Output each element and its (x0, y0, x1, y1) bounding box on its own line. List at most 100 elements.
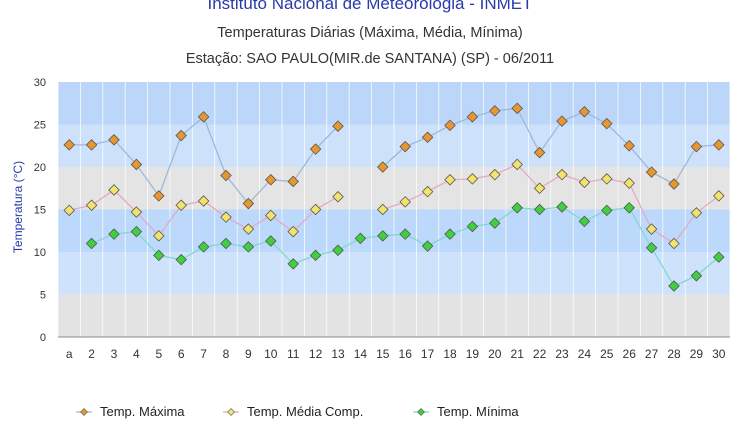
x-tick-label: 2 (88, 347, 95, 361)
data-point (668, 237, 680, 250)
data-point (444, 119, 456, 132)
data-point (153, 249, 165, 262)
data-point (645, 241, 658, 254)
data-point (466, 111, 479, 123)
x-tick-label: 11 (287, 347, 300, 361)
y-tick-label: 30 (34, 77, 46, 89)
data-point (287, 258, 299, 270)
data-point (197, 195, 210, 207)
data-point (489, 168, 501, 181)
x-tick-label: 13 (331, 347, 345, 361)
data-point (713, 139, 725, 151)
data-point (130, 206, 143, 218)
chart-legend: Temp. Máxima Temp. Média Comp. Temp. Mínim… (0, 404, 740, 422)
data-point (578, 176, 591, 189)
data-point (489, 105, 501, 117)
y-axis-label: Temperatura (°C) (11, 161, 25, 253)
data-point (287, 225, 299, 238)
data-point (489, 217, 501, 229)
data-point (690, 140, 703, 153)
data-point (130, 225, 143, 238)
data-point (242, 223, 255, 235)
data-point (85, 237, 98, 250)
data-point (556, 115, 568, 127)
data-point (645, 223, 658, 235)
data-point (421, 185, 434, 198)
data-point (533, 146, 546, 159)
data-point (309, 203, 322, 216)
legend-label: Temp. Máxima (100, 404, 185, 419)
x-tick-label: 12 (309, 347, 323, 361)
data-point (511, 202, 523, 214)
x-tick-label: 6 (178, 347, 185, 361)
x-tick-label: 8 (223, 347, 230, 361)
data-point (220, 169, 232, 182)
data-point (623, 139, 635, 152)
data-point (332, 244, 344, 257)
x-tick-label: 20 (488, 347, 502, 361)
legend-marker-icon (223, 407, 239, 416)
data-point (287, 175, 299, 188)
y-tick-label: 20 (34, 162, 46, 174)
data-point (511, 158, 523, 171)
data-point (63, 139, 75, 151)
legend-marker-icon (76, 407, 92, 416)
x-tick-label: 21 (511, 347, 525, 361)
station-label: Estação: SAO PAULO(MIR.de SANTANA) (SP) … (185, 51, 555, 67)
data-point (645, 166, 658, 178)
x-tick-label: 9 (245, 347, 252, 361)
x-tick-label: 14 (354, 347, 368, 361)
legend-label: Temp. Mínima (437, 404, 519, 419)
data-point (623, 202, 635, 214)
data-point (444, 173, 456, 186)
x-tick-label: 18 (443, 347, 457, 361)
x-tick-label: 28 (667, 347, 681, 361)
data-point (309, 249, 322, 262)
legend-label: Temp. Média Comp. (247, 404, 364, 419)
data-point (578, 215, 591, 228)
y-tick-label: 25 (34, 120, 46, 132)
data-point (713, 190, 725, 202)
x-tick-label: 15 (376, 347, 390, 361)
x-tick-label: 17 (421, 347, 435, 361)
data-point (220, 211, 232, 223)
data-point (556, 201, 568, 213)
data-point (601, 117, 613, 130)
data-point (265, 235, 277, 247)
data-point (511, 102, 523, 115)
legend-item: Temp. Mínima (413, 404, 519, 419)
data-point (63, 204, 75, 217)
data-point (668, 178, 680, 190)
data-point (265, 173, 277, 186)
legend-item: Temp. Média Comp. (223, 404, 363, 419)
data-point (175, 129, 187, 142)
data-point (377, 230, 389, 242)
x-tick-label: 29 (690, 347, 704, 361)
data-point (153, 190, 165, 202)
data-point (601, 173, 613, 185)
data-point (377, 203, 389, 216)
x-tick-label: 25 (600, 347, 614, 361)
data-point (197, 111, 210, 123)
data-point (85, 199, 98, 212)
x-tick-label: 10 (264, 347, 278, 361)
data-point (601, 204, 613, 217)
chart-subtitle: Temperaturas Diárias (Máxima, Média, Mín… (217, 25, 523, 41)
data-point (85, 139, 98, 151)
data-point (466, 173, 479, 185)
y-tick-label: 0 (40, 332, 46, 344)
data-point (533, 203, 546, 216)
data-point (197, 241, 210, 253)
y-tick-label: 5 (40, 290, 46, 302)
data-point (175, 253, 187, 266)
x-tick-label: 3 (111, 347, 118, 361)
data-point (466, 220, 479, 233)
data-point (242, 241, 255, 253)
data-point (399, 140, 411, 153)
data-point (108, 184, 120, 196)
data-point (242, 197, 255, 210)
data-point (623, 177, 635, 189)
data-point (354, 232, 367, 245)
data-point (668, 280, 680, 292)
